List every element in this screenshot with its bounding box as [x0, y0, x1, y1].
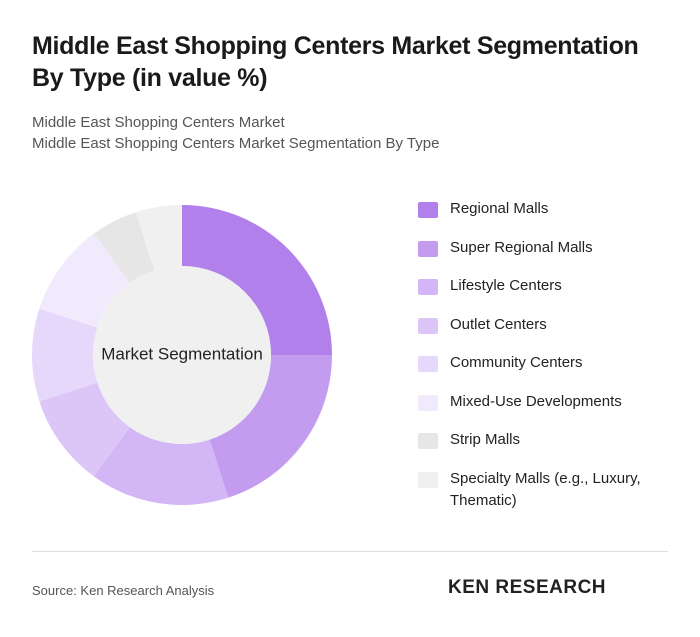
legend-item: Strip Malls — [418, 429, 678, 451]
legend-item: Lifestyle Centers — [418, 275, 678, 297]
legend-swatch — [418, 317, 438, 334]
donut-slice — [135, 205, 182, 271]
subtitle: Middle East Shopping Centers Market — [32, 114, 285, 131]
subtitle: Middle East Shopping Centers Market Segm… — [32, 135, 440, 152]
legend-label: Super Regional Malls — [450, 238, 593, 256]
divider — [32, 551, 668, 552]
donut-slice — [32, 308, 98, 402]
legend: Regional Malls Super Regional Malls Lifest… — [418, 198, 678, 528]
legend-item: Community Centers — [418, 352, 678, 374]
legend-label: Outlet Centers — [450, 315, 547, 333]
legend-swatch — [418, 433, 438, 449]
legend-swatch — [418, 279, 438, 295]
donut-slice — [182, 205, 332, 355]
donut-slice — [209, 355, 332, 498]
legend-label: Community Centers — [450, 354, 583, 371]
legend-item: Specialty Malls (e.g., Luxury, Thematic) — [418, 468, 678, 512]
legend-item: Super Regional Malls — [418, 237, 678, 259]
legend-item: Regional Malls — [418, 198, 678, 220]
brand-logo: KEN RESEARCH — [448, 577, 607, 598]
legend-swatch — [418, 394, 438, 411]
chart-title: Middle East Shopping Centers Market Segm… — [32, 32, 639, 92]
donut-slice — [93, 212, 155, 283]
legend-label: Lifestyle Centers — [450, 277, 562, 294]
donut-slice — [39, 233, 130, 328]
donut-slice — [93, 427, 229, 505]
legend-label: Mixed-Use Developments — [450, 392, 622, 410]
legend-label: Specialty Malls (e.g., Luxury, Thematic) — [450, 469, 641, 509]
legend-swatch — [418, 240, 438, 257]
legend-swatch — [418, 202, 438, 218]
source: Source: Ken Research Analysis — [32, 583, 215, 598]
legend-label: Regional Malls — [450, 200, 549, 217]
legend-item: Mixed-Use Developments — [418, 391, 678, 413]
legend-swatch — [418, 471, 438, 488]
donut-hole — [93, 266, 271, 444]
donut-chart: Market Segmentation — [32, 205, 332, 505]
legend-label: Strip Malls — [450, 431, 521, 448]
legend-item: Outlet Centers — [418, 314, 678, 336]
center-label: Market Segmentation — [101, 344, 263, 363]
donut-slice — [39, 382, 130, 477]
legend-swatch — [418, 356, 438, 372]
